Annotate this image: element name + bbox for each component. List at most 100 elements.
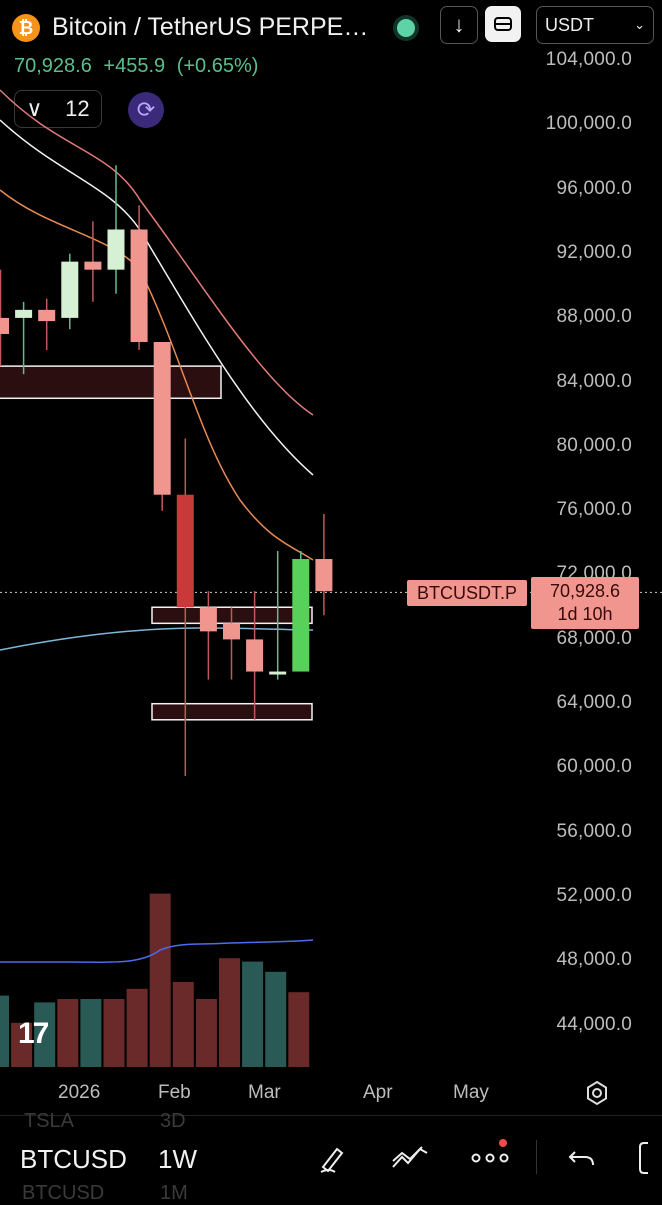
x-tick-feb: Feb bbox=[158, 1082, 191, 1103]
more-button[interactable] bbox=[470, 1140, 510, 1176]
volume-bar bbox=[219, 958, 240, 1067]
y-tick-label: 60,000.0 bbox=[556, 756, 632, 778]
frame-icon bbox=[494, 17, 512, 31]
volume-bar bbox=[11, 1022, 33, 1067]
fullscreen-button[interactable] bbox=[485, 6, 521, 42]
undo-button[interactable] bbox=[562, 1140, 602, 1176]
y-tick-label: 80,000.0 bbox=[556, 434, 632, 456]
candle-body bbox=[15, 309, 33, 318]
x-tick-may: May bbox=[453, 1082, 489, 1103]
y-tick-label: 52,000.0 bbox=[556, 884, 632, 906]
candle-body bbox=[315, 559, 333, 592]
currency-select[interactable]: USDT ⌄ bbox=[536, 6, 654, 44]
candle-body bbox=[38, 309, 56, 322]
volume-bar bbox=[195, 999, 217, 1067]
volume-bar bbox=[242, 961, 264, 1067]
volume-bar bbox=[57, 999, 79, 1067]
support-resistance-zone bbox=[0, 365, 222, 400]
more-dots-icon bbox=[471, 1153, 509, 1163]
last-price: 70,928.6 bbox=[14, 55, 92, 77]
notification-dot bbox=[499, 1139, 507, 1147]
trend-lines-icon bbox=[392, 1146, 428, 1168]
y-tick-label: 44,000.0 bbox=[556, 1013, 632, 1035]
volume-bar bbox=[34, 1002, 56, 1067]
y-tick-label: 92,000.0 bbox=[556, 241, 632, 263]
candle-body bbox=[153, 342, 171, 495]
volume-bar bbox=[0, 995, 9, 1067]
last-price-tag-value: 70,928.6 bbox=[549, 581, 621, 601]
candle-body bbox=[292, 559, 310, 672]
chevron-down-icon: ⌄ bbox=[634, 17, 645, 32]
bottom-divider bbox=[0, 1115, 662, 1116]
bitcoin-logo-icon: ₿ bbox=[12, 14, 40, 42]
currency-value: USDT bbox=[545, 14, 594, 35]
volume-bar bbox=[126, 988, 148, 1067]
timeframe-selector[interactable]: 1W bbox=[158, 1144, 197, 1174]
candle-body bbox=[84, 261, 102, 270]
symbol-title[interactable]: Bitcoin / TetherUS PERPE… bbox=[52, 13, 369, 41]
ma-line-blue bbox=[0, 627, 314, 651]
chevron-down-icon: ∨ bbox=[26, 96, 43, 121]
volume-bar bbox=[288, 992, 310, 1067]
price-change: +455.9 bbox=[103, 55, 166, 77]
symbol-selector[interactable]: BTCUSD bbox=[20, 1144, 127, 1174]
ghost-symbol-bottom: BTCUSD bbox=[22, 1182, 105, 1204]
refresh-icon: ⟳ bbox=[136, 97, 156, 122]
price-chart[interactable] bbox=[0, 0, 662, 1115]
y-tick-label: 64,000.0 bbox=[556, 692, 632, 713]
symbol-price-tag: BTCUSDT.P bbox=[407, 580, 527, 606]
x-tick-apr: Apr bbox=[363, 1082, 393, 1103]
ma-line-white bbox=[0, 119, 314, 476]
chart-settings-icon[interactable] bbox=[584, 1080, 610, 1106]
undo-icon bbox=[568, 1151, 594, 1166]
pen-icon bbox=[320, 1147, 344, 1173]
candle-body bbox=[107, 229, 125, 270]
support-resistance-zone bbox=[151, 702, 313, 721]
y-tick-label: 56,000.0 bbox=[556, 820, 632, 842]
drawing-tool-button[interactable] bbox=[312, 1140, 352, 1176]
candle-body bbox=[269, 671, 287, 675]
volume-bar bbox=[80, 999, 102, 1067]
candle-body bbox=[0, 317, 9, 334]
y-tick-label: 96,000.0 bbox=[556, 177, 632, 199]
price-change-pct: (+0.65%) bbox=[176, 55, 259, 77]
toolbar-separator bbox=[536, 1140, 537, 1174]
download-button[interactable]: ↓ bbox=[440, 6, 478, 44]
arrow-down-icon: ↓ bbox=[453, 12, 465, 37]
y-tick-label: 104,000.0 bbox=[545, 49, 632, 70]
y-tick-label: 88,000.0 bbox=[556, 306, 632, 328]
x-tick-mar: Mar bbox=[248, 1082, 281, 1103]
last-price-tag: 70,928.6 1d 10h bbox=[531, 577, 639, 629]
ma-line-orange bbox=[0, 189, 314, 561]
volume-bar bbox=[149, 893, 171, 1067]
indicators-button[interactable] bbox=[390, 1140, 430, 1176]
y-tick-label: 84,000.0 bbox=[556, 370, 632, 392]
candle-body bbox=[130, 229, 148, 343]
interval-dropdown[interactable]: ∨ 12 bbox=[14, 90, 102, 128]
y-tick-label: 48,000.0 bbox=[556, 949, 632, 971]
volume-bar bbox=[172, 982, 194, 1067]
volume-ma-line bbox=[0, 939, 314, 963]
ghost-timeframe-bottom: 1M bbox=[160, 1182, 188, 1204]
volume-bar bbox=[103, 999, 125, 1067]
interval-value: 12 bbox=[65, 96, 90, 121]
candle-body bbox=[176, 494, 194, 608]
y-tick-label: 100,000.0 bbox=[545, 113, 632, 135]
redo-button[interactable] bbox=[636, 1140, 662, 1176]
redo-icon bbox=[639, 1142, 648, 1174]
bar-countdown: 1d 10h bbox=[557, 604, 613, 624]
volume-bar bbox=[265, 971, 287, 1067]
market-open-indicator bbox=[397, 19, 415, 37]
sync-button[interactable]: ⟳ bbox=[128, 92, 164, 128]
candle-body bbox=[61, 261, 79, 318]
y-tick-label: 68,000.0 bbox=[556, 627, 632, 649]
ma-line-red bbox=[0, 89, 314, 416]
candle-body bbox=[223, 623, 240, 640]
ghost-symbol-top: TSLA bbox=[24, 1110, 75, 1132]
candle-body bbox=[199, 607, 217, 632]
ghost-timeframe-top: 3D bbox=[160, 1110, 186, 1132]
y-tick-label: 76,000.0 bbox=[556, 499, 632, 521]
candle-body bbox=[246, 639, 264, 672]
tradingview-logo: 17 bbox=[18, 1017, 49, 1050]
x-tick-2026: 2026 bbox=[58, 1082, 101, 1103]
